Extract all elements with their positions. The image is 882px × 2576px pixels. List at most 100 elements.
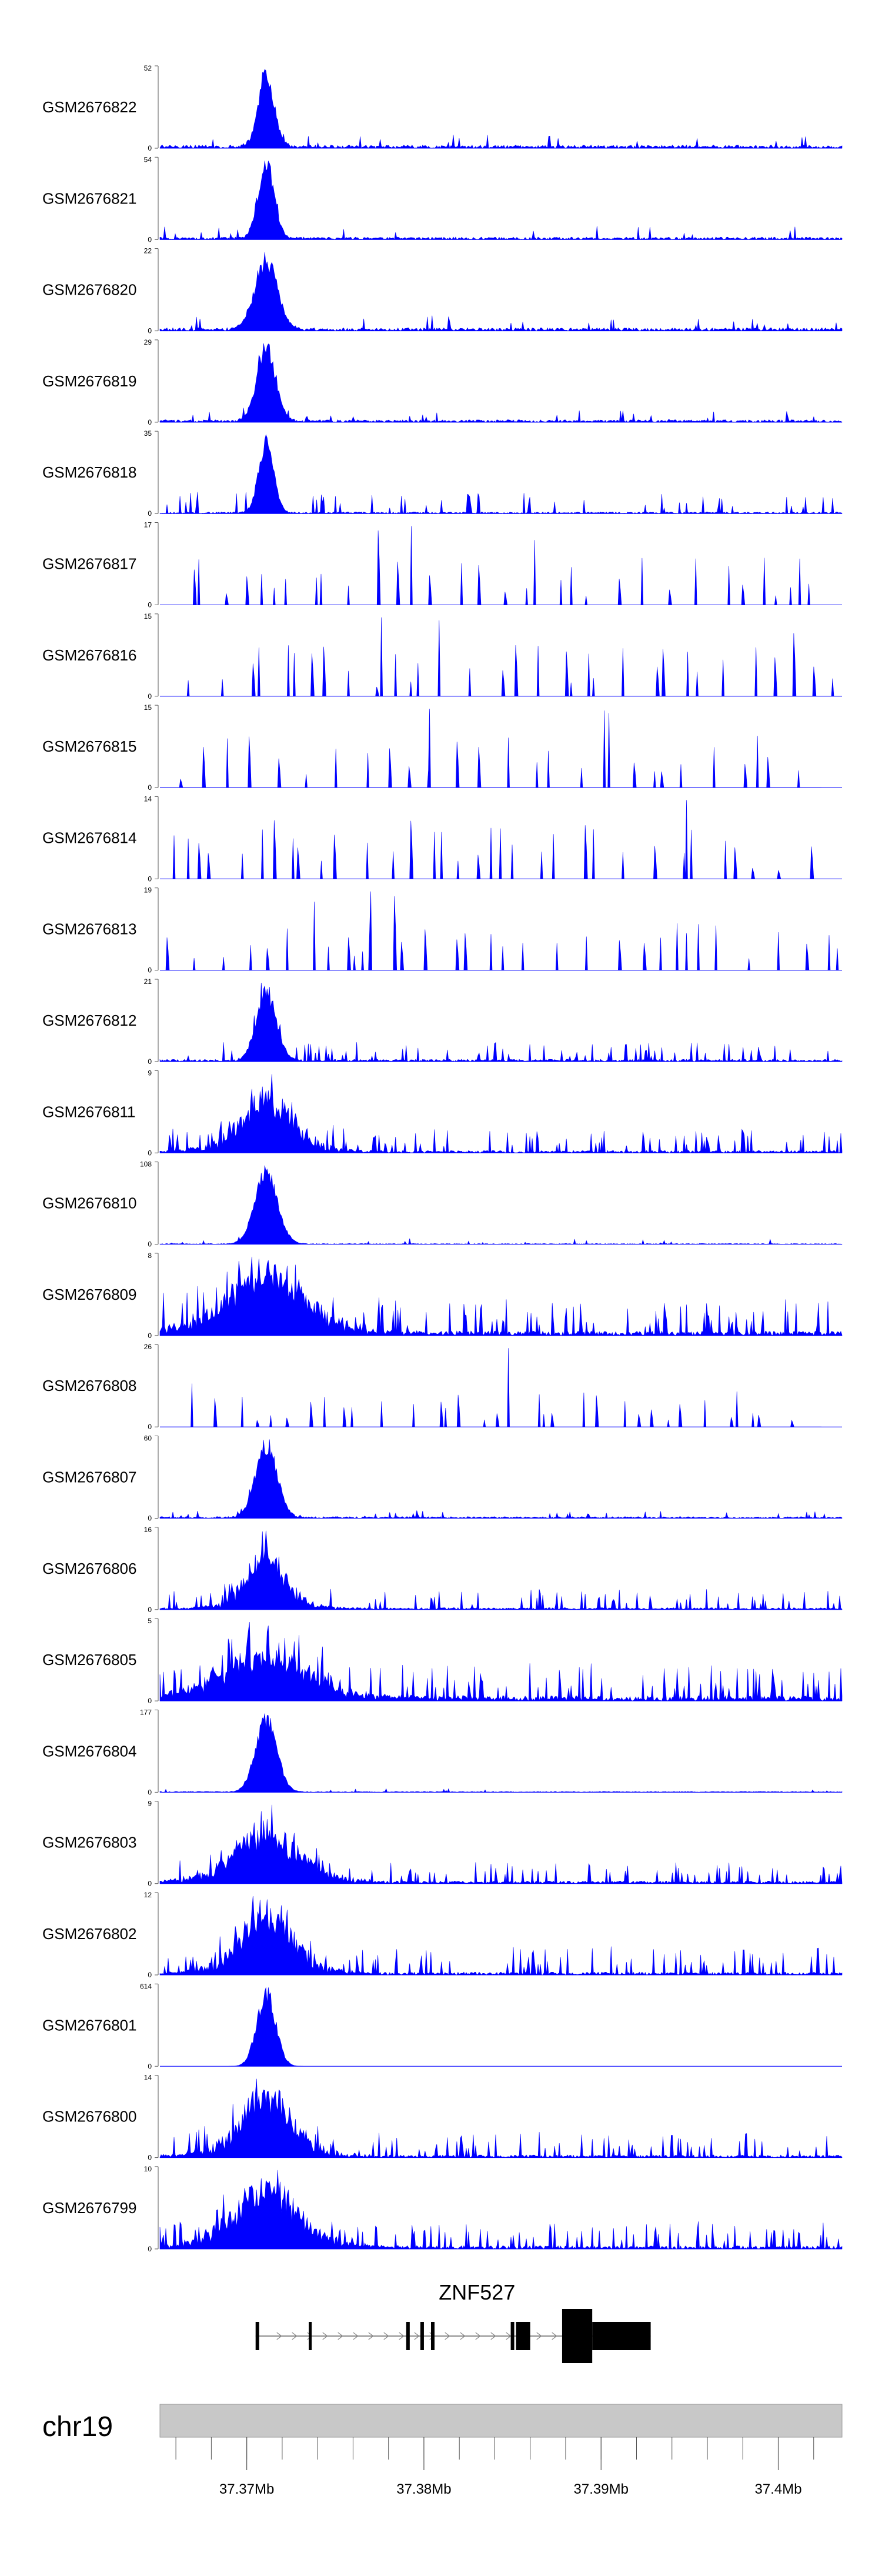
y-max-label: 614 xyxy=(140,1982,152,1990)
track-label: GSM2676822 xyxy=(42,98,136,116)
track-label: GSM2676810 xyxy=(42,1194,136,1212)
signal-area xyxy=(160,526,821,605)
y-max-label: 54 xyxy=(144,155,152,163)
track-label: GSM2676814 xyxy=(42,829,136,846)
track-GSM2676810: GSM2676810 108 0 xyxy=(42,1160,843,1249)
y-min-label: 0 xyxy=(148,783,152,792)
signal-area xyxy=(160,617,842,697)
signal-area xyxy=(160,800,842,879)
track-label: GSM2676802 xyxy=(42,1925,136,1943)
y-max-label: 52 xyxy=(144,64,152,72)
signal-area xyxy=(159,1439,843,1519)
y-max-label: 19 xyxy=(144,886,152,895)
track-GSM2676813: GSM2676813 19 0 xyxy=(42,886,842,975)
y-max-label: 16 xyxy=(144,1526,152,1534)
strand-arrow-icon xyxy=(475,2332,481,2340)
track-label: GSM2676803 xyxy=(42,1834,136,1851)
signal-area xyxy=(159,1896,843,1976)
signal-area xyxy=(159,1074,843,1153)
signal-area xyxy=(159,1256,843,1336)
gene-annotation-track: ZNF527 xyxy=(255,2280,651,2363)
y-max-label: 12 xyxy=(144,1891,152,1899)
y-max-label: 9 xyxy=(148,1800,152,1808)
gene-exon xyxy=(406,2322,410,2350)
signal-area xyxy=(159,1622,843,1701)
genomic-x-axis: 37.37Mb 37.38Mb 37.39Mb 37.4Mb xyxy=(175,2437,814,2497)
gene-exon xyxy=(510,2322,514,2350)
y-max-label: 14 xyxy=(144,2074,152,2082)
y-min-label: 0 xyxy=(148,2245,152,2253)
signal-area xyxy=(159,2078,843,2158)
track-label: GSM2676815 xyxy=(42,738,136,755)
y-max-label: 60 xyxy=(144,1434,152,1443)
signal-area xyxy=(159,69,843,149)
strand-arrow-icon xyxy=(368,2332,374,2340)
x-tick-label: 37.4Mb xyxy=(755,2481,802,2497)
y-max-label: 15 xyxy=(144,703,152,712)
track-label: GSM2676809 xyxy=(42,1286,136,1303)
signal-area xyxy=(160,1987,842,2067)
y-max-label: 29 xyxy=(144,338,152,346)
track-GSM2676820: GSM2676820 22 0 xyxy=(42,247,843,335)
track-GSM2676806: GSM2676806 16 0 xyxy=(42,1526,843,1614)
y-min-label: 0 xyxy=(148,1971,152,1979)
signal-area xyxy=(159,1165,843,1245)
strand-arrow-icon xyxy=(338,2332,343,2340)
track-GSM2676800: GSM2676800 14 0 xyxy=(42,2074,843,2162)
strand-arrow-icon xyxy=(460,2332,466,2340)
y-min-label: 0 xyxy=(148,692,152,700)
y-max-label: 22 xyxy=(144,247,152,255)
strand-arrow-icon xyxy=(383,2332,389,2340)
signal-area xyxy=(159,434,843,514)
strand-arrow-icon xyxy=(292,2332,298,2340)
strand-arrow-icon xyxy=(490,2332,496,2340)
track-GSM2676809: GSM2676809 8 0 xyxy=(42,1252,843,1340)
y-min-label: 0 xyxy=(148,601,152,609)
track-GSM2676819: GSM2676819 29 0 xyxy=(42,338,843,426)
chromosome-ideogram: chr19 xyxy=(42,2404,843,2442)
track-GSM2676817: GSM2676817 17 0 xyxy=(42,521,842,609)
track-GSM2676801: GSM2676801 614 0 xyxy=(42,1982,842,2070)
y-max-label: 21 xyxy=(144,977,152,986)
track-GSM2676814: GSM2676814 14 0 xyxy=(42,795,842,883)
y-min-label: 0 xyxy=(148,1606,152,1614)
track-label: GSM2676821 xyxy=(42,189,136,207)
y-max-label: 10 xyxy=(144,2165,152,2173)
strand-arrow-icon xyxy=(414,2332,420,2340)
track-GSM2676815: GSM2676815 15 0 xyxy=(42,703,842,792)
y-min-label: 0 xyxy=(148,509,152,518)
y-min-label: 0 xyxy=(148,235,152,243)
track-label: GSM2676808 xyxy=(42,1377,136,1394)
y-max-label: 35 xyxy=(144,429,152,438)
track-GSM2676811: GSM2676811 9 0 xyxy=(42,1069,843,1157)
signal-area xyxy=(160,1348,821,1427)
signal-tracks: GSM2676822520GSM2676821540GSM2676820220G… xyxy=(42,64,843,2253)
strand-arrow-icon xyxy=(552,2332,557,2340)
track-label: GSM2676807 xyxy=(42,1469,136,1486)
y-min-label: 0 xyxy=(148,1880,152,1888)
gene-exon xyxy=(420,2322,424,2350)
y-min-label: 0 xyxy=(148,966,152,975)
gene-exon xyxy=(255,2322,259,2350)
signal-area xyxy=(159,1804,843,1884)
track-GSM2676803: GSM2676803 9 0 xyxy=(42,1800,843,1888)
track-label: GSM2676820 xyxy=(42,281,136,299)
gene-label: ZNF527 xyxy=(439,2280,515,2304)
strand-arrow-icon xyxy=(399,2332,405,2340)
y-min-label: 0 xyxy=(148,2154,152,2162)
signal-area xyxy=(159,2170,843,2250)
track-label: GSM2676804 xyxy=(42,1742,136,1760)
y-max-label: 108 xyxy=(140,1160,152,1169)
strand-arrow-icon xyxy=(353,2332,359,2340)
strand-arrow-icon xyxy=(276,2332,282,2340)
track-GSM2676808: GSM2676808 26 0 xyxy=(42,1343,842,1431)
gene-exon xyxy=(516,2322,530,2350)
y-min-label: 0 xyxy=(148,875,152,883)
y-min-label: 0 xyxy=(148,327,152,335)
signal-area xyxy=(159,982,843,1062)
y-min-label: 0 xyxy=(148,1240,152,1249)
signal-area xyxy=(160,891,842,970)
y-max-label: 5 xyxy=(148,1617,152,1625)
gene-exon xyxy=(309,2322,312,2350)
signal-area xyxy=(159,343,843,423)
